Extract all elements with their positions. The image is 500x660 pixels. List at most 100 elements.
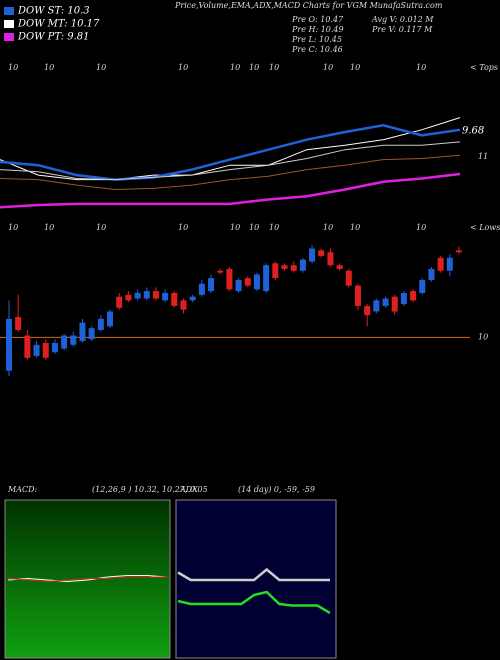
candle-body — [162, 292, 169, 301]
date-marker: 10 — [269, 63, 279, 72]
date-marker: 10 — [416, 223, 426, 232]
series-line — [0, 117, 461, 181]
series-line — [7, 575, 168, 583]
candle-body — [272, 263, 279, 279]
candle-body — [152, 291, 159, 299]
series-line — [0, 154, 461, 191]
date-marker: 10 — [230, 63, 240, 72]
date-marker: 10 — [96, 223, 106, 232]
series-line — [177, 567, 330, 582]
series-line — [0, 124, 461, 181]
candle-body — [400, 292, 407, 305]
stat: Avg V: 0.012 M — [371, 15, 434, 24]
series-line — [0, 172, 461, 209]
candle-body — [33, 344, 40, 356]
candle-body — [97, 318, 104, 330]
candle-body — [198, 283, 205, 295]
date-marker: 10 — [416, 63, 426, 72]
candle-body — [116, 296, 123, 308]
stat: Pre H: 10.49 — [291, 25, 344, 34]
legend-swatch — [4, 7, 14, 15]
candle-body — [318, 250, 325, 256]
candle-body — [143, 291, 150, 299]
date-marker: 10 — [249, 223, 259, 232]
marker-end: < Lows — [470, 223, 500, 232]
y-tick-label: 10 — [478, 332, 488, 341]
annotation: 11 — [478, 152, 488, 161]
candle-body — [217, 270, 224, 273]
candle-body — [6, 318, 12, 371]
candle-body — [235, 280, 242, 292]
candle-body — [364, 305, 371, 316]
date-marker: 10 — [178, 223, 188, 232]
date-marker: 10 — [230, 223, 240, 232]
candle-body — [382, 298, 389, 306]
candle-body — [437, 257, 444, 271]
stat: Pre O: 10.47 — [291, 15, 344, 24]
candle-body — [354, 285, 361, 306]
marker-end: < Tops — [470, 63, 498, 72]
candle-body — [263, 265, 270, 292]
candle-body — [107, 311, 114, 327]
candle-body — [24, 335, 31, 358]
candle-body — [327, 252, 334, 266]
candle-body — [309, 248, 316, 262]
candle-body — [299, 259, 306, 271]
candle-body — [244, 278, 251, 286]
legend-label: DOW ST: 10.3 — [17, 6, 90, 17]
macd-title: MACD: — [7, 485, 38, 494]
candle-body — [171, 292, 178, 306]
date-marker: 10 — [8, 63, 18, 72]
series-line — [7, 576, 167, 583]
candle-body — [336, 265, 343, 269]
stat: Pre L: 10.45 — [291, 35, 342, 44]
annotation: 9.68 — [462, 126, 484, 137]
date-marker: 10 — [323, 63, 333, 72]
candle-body — [428, 268, 435, 280]
date-marker: 10 — [44, 63, 54, 72]
candle-body — [125, 294, 132, 301]
stat: Pre C: 10.46 — [291, 45, 343, 54]
candle-body — [42, 342, 49, 358]
adx-title: ADX — [179, 485, 198, 494]
candle-body — [446, 257, 453, 271]
candle-body — [208, 278, 215, 292]
candle-body — [410, 291, 417, 301]
date-marker: 10 — [269, 223, 279, 232]
date-marker: 10 — [96, 63, 106, 72]
date-marker: 10 — [323, 223, 333, 232]
macd-subtitle: (12,26,9 ) 10.32, 10.27, 0.05 — [92, 485, 208, 494]
date-marker: 10 — [44, 223, 54, 232]
candle-body — [134, 292, 141, 299]
candle-body — [253, 274, 260, 290]
candle-body — [61, 335, 68, 349]
candle-body — [51, 342, 58, 353]
candle-body — [345, 270, 352, 286]
candle-body — [419, 280, 426, 293]
candle-body — [88, 328, 95, 340]
candle-body — [373, 300, 380, 312]
date-marker: 10 — [350, 223, 360, 232]
date-marker: 10 — [350, 63, 360, 72]
candle-body — [391, 296, 398, 312]
candle-body — [456, 250, 462, 253]
series-line — [0, 141, 461, 181]
candle-body — [281, 265, 288, 269]
legend-swatch — [4, 33, 14, 41]
candle-body — [15, 317, 22, 330]
legend-label: DOW PT: 9.81 — [17, 32, 90, 43]
candle-body — [180, 300, 187, 310]
date-marker: 10 — [249, 63, 259, 72]
series-line — [177, 590, 331, 615]
legend-swatch — [4, 20, 14, 28]
stat: Pre V: 0.117 M — [371, 25, 433, 34]
date-marker: 10 — [178, 63, 188, 72]
chart-title: Price,Volume,EMA,ADX,MACD Charts for VGM… — [174, 1, 443, 10]
candle-body — [189, 296, 196, 301]
candle-body — [290, 265, 297, 271]
candle-body — [70, 335, 77, 345]
candle-body — [79, 322, 86, 342]
legend-label: DOW MT: 10.17 — [17, 19, 100, 30]
adx-subtitle: (14 day) 0, -59, -59 — [238, 485, 315, 494]
